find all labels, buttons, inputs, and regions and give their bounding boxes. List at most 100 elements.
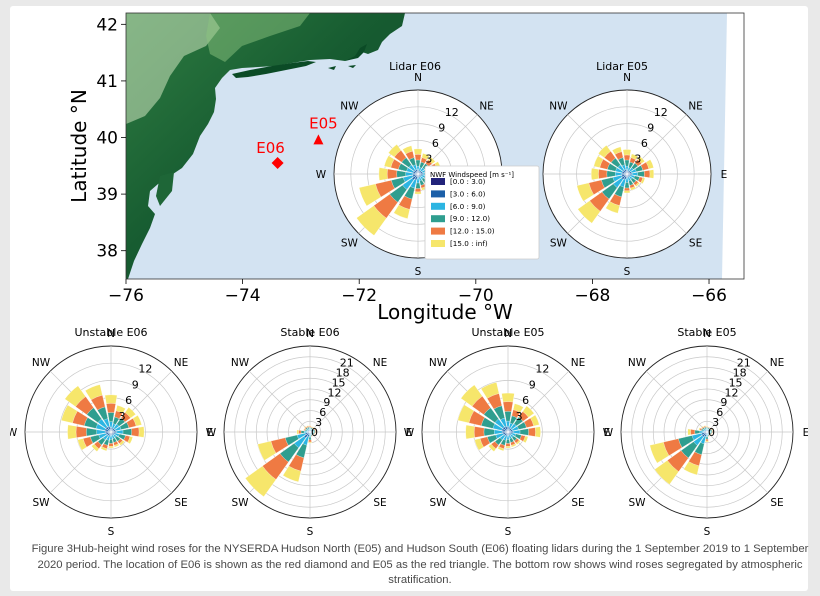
rose-dir-NW: NW: [32, 357, 51, 369]
rose-dir-E: E: [406, 427, 413, 439]
rose-ring-label: 3: [516, 410, 523, 423]
rose-dir-W: W: [10, 427, 18, 439]
rose-wedge-SW: [411, 173, 419, 181]
map-xtick-label: −72: [341, 286, 377, 306]
rose-wedge-S: [416, 173, 420, 184]
rose-wedge-N: [110, 427, 112, 433]
rose-wedge-E: [507, 429, 521, 435]
rose-wedge-E: [110, 429, 124, 435]
rose-wedge-SW: [621, 173, 628, 180]
rose-ring: [576, 123, 678, 225]
map-xtick-label: −76: [108, 286, 144, 306]
legend-label: [9.0 : 12.0): [450, 214, 490, 223]
e06-diamond-marker: [271, 156, 284, 169]
e05-triangle-marker: [313, 134, 324, 145]
rose-dir-SW: SW: [628, 497, 646, 509]
rose-ring-label: 9: [323, 396, 330, 409]
rose-ring: [234, 356, 386, 508]
e05-marker-label: E05: [309, 114, 338, 132]
rose-dir-W: W: [404, 427, 415, 439]
rose-wedge-W: [502, 430, 509, 434]
rose-dir-W: W: [603, 427, 614, 439]
rose-dir-S: S: [108, 526, 115, 538]
rose-wedge-SW: [701, 431, 708, 438]
legend-label: [15.0 : inf): [450, 239, 488, 248]
rose-ring-label: 9: [720, 396, 727, 409]
map-xtick-label: −74: [225, 286, 261, 306]
rose-ring-label: 18: [733, 366, 747, 379]
legend-swatch: [431, 178, 445, 185]
rose-ring: [41, 362, 181, 502]
rose-wedge-NNW: [416, 172, 419, 175]
rose-ring-label: 3: [712, 416, 719, 429]
rose-ring-label: 3: [634, 152, 641, 165]
rose-wedge-E: [110, 430, 117, 434]
rose-wedge-N: [626, 169, 628, 175]
rose-dir-N: N: [703, 328, 711, 340]
rose-wedge-NNW: [109, 430, 112, 433]
rose-ring: [277, 399, 343, 465]
rose-ring: [685, 410, 729, 454]
rose-dir-NW: NW: [429, 357, 448, 369]
map-xtick-label: −70: [458, 286, 494, 306]
rose-wedge-W: [699, 430, 708, 434]
land-highlight-2: [206, 13, 310, 62]
rose-wedge-W: [615, 171, 628, 177]
rose-ring-label: 9: [438, 121, 445, 134]
legend-title: NWF Windspeed [m s⁻¹]: [430, 171, 514, 179]
windrose-unstable-e06: 3 69 12 N NE E SE S SW W NW Unstable E06: [10, 326, 213, 538]
rose-ring: [674, 399, 740, 465]
rose-ring-label: 15: [729, 376, 743, 389]
rose-wedge-E: [507, 430, 514, 434]
rose-ring-label: 12: [535, 362, 549, 375]
rose-dir-SW: SW: [231, 497, 249, 509]
rose-title: Unstable E05: [471, 326, 544, 339]
rose-dir-S: S: [704, 526, 711, 538]
rose-ring-label: 12: [724, 386, 738, 399]
rose-ring-label: 3: [425, 152, 432, 165]
rose-dir-W: W: [206, 427, 217, 439]
rose-wedge-NNW: [706, 430, 708, 433]
rose-ring-label: 6: [716, 406, 723, 419]
rose-dir-E: E: [803, 427, 808, 439]
rose-ring-label: 6: [319, 406, 326, 419]
rose-dir-N: N: [504, 328, 512, 340]
long-island: [232, 61, 316, 78]
rose-ring: [631, 356, 783, 508]
map-markers: E06 E05: [256, 114, 338, 169]
rose-wedge-N: [506, 426, 510, 433]
rose-ring-label: 6: [641, 137, 648, 150]
rose-ring-label: 12: [654, 106, 668, 119]
legend-label: [6.0 : 9.0): [450, 202, 486, 211]
windrose-unstable-e05: 3 69 12 N NE E SE S SW W NW Unstable E05: [404, 326, 611, 538]
rose-dir-E: E: [604, 427, 611, 439]
rose-ring-label: 21: [737, 356, 751, 369]
rose-dir-N: N: [107, 328, 115, 340]
rose-dir-SE: SE: [689, 238, 702, 250]
rose-wedge-E: [626, 172, 638, 176]
rose-wedge-W: [405, 171, 419, 177]
rose-wedge-S: [506, 431, 510, 440]
legend-swatch: [431, 202, 445, 210]
rose-wedge-W: [105, 430, 112, 434]
rose-ring: [456, 380, 560, 484]
rose-ring: [245, 367, 375, 497]
rose-wedge-N: [417, 169, 419, 175]
rose-dir-S: S: [307, 526, 314, 538]
legend-swatch: [431, 190, 445, 198]
legend-swatch: [431, 240, 445, 247]
rose-title: Stable E05: [677, 326, 736, 339]
rose-dir-NE: NE: [373, 357, 388, 369]
rose-ring-label: 6: [432, 137, 439, 150]
map-xtick-label: −68: [574, 286, 610, 306]
land-highlight: [126, 13, 220, 124]
rose-dir-NE: NE: [174, 357, 189, 369]
map-ytick-label: 38: [96, 242, 118, 262]
rose-ring: [559, 106, 695, 242]
rose-dir-S: S: [624, 266, 631, 278]
legend-items: [0.0 : 3.0) [3.0 : 6.0) [6.0 : 9.0) [9.0 : …: [431, 177, 495, 248]
rose-dir-NE: NE: [479, 100, 494, 112]
rose-ring: [438, 362, 578, 502]
